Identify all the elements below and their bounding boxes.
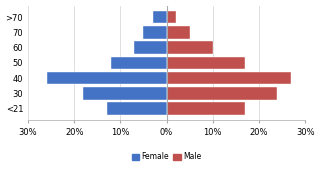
Bar bbox=[153, 11, 167, 23]
Bar bbox=[46, 72, 167, 84]
Bar bbox=[167, 26, 190, 39]
Bar bbox=[111, 57, 167, 69]
Bar bbox=[107, 102, 167, 115]
Bar bbox=[84, 87, 167, 100]
Bar bbox=[167, 87, 277, 100]
Bar bbox=[167, 11, 176, 23]
Legend: Female, Male: Female, Male bbox=[129, 149, 204, 164]
Bar bbox=[134, 41, 167, 54]
Bar bbox=[167, 41, 213, 54]
Bar bbox=[167, 102, 245, 115]
Bar bbox=[167, 57, 245, 69]
Bar bbox=[167, 72, 291, 84]
Bar bbox=[143, 26, 167, 39]
